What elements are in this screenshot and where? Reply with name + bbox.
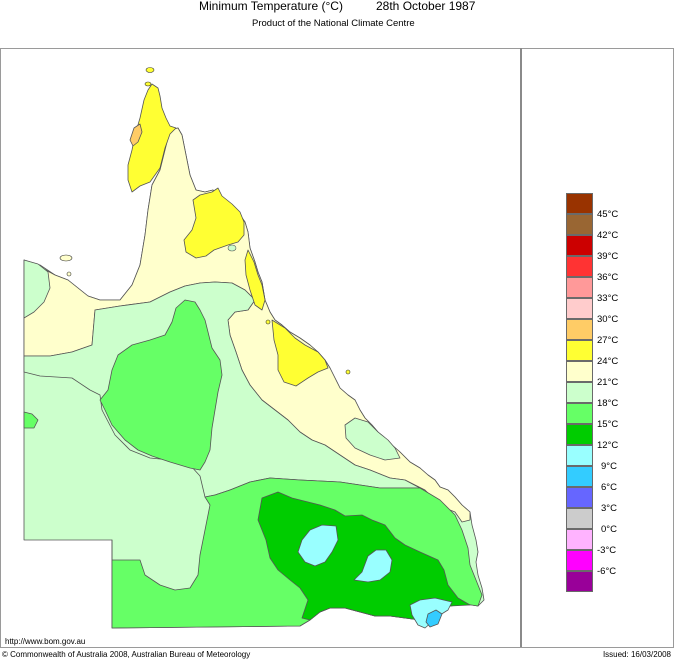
legend-swatch-10 xyxy=(566,403,593,424)
legend-swatch-12 xyxy=(566,445,593,466)
legend-swatch-4 xyxy=(566,277,593,298)
legend-label: 45°C xyxy=(597,209,619,220)
zone-18-21-west xyxy=(99,299,223,471)
legend-label: -6°C xyxy=(597,566,617,577)
legend-label: 0°C xyxy=(601,524,617,535)
legend-label: 18°C xyxy=(597,398,619,409)
legend-swatch-15 xyxy=(566,508,593,529)
subtitle: Product of the National Climate Centre xyxy=(252,18,415,29)
legend-label: 33°C xyxy=(597,293,619,304)
legend-swatch-13 xyxy=(566,466,593,487)
zone-21-24-nw xyxy=(23,259,51,319)
legend-swatch-11 xyxy=(566,424,593,445)
source-url-link[interactable]: http://www.bom.gov.au xyxy=(5,637,86,646)
legend-swatch-0 xyxy=(566,193,593,214)
legend-swatch-16 xyxy=(566,529,593,550)
zone-27-30-mackay xyxy=(271,319,329,387)
title-date: 28th October 1987 xyxy=(376,0,476,13)
copyright-text: © Commonwealth of Australia 2008, Austra… xyxy=(2,650,251,659)
zone-9-12 xyxy=(425,609,443,628)
zone-27-30-coast xyxy=(244,249,266,311)
legend-label: 42°C xyxy=(597,230,619,241)
legend-label: 3°C xyxy=(601,503,617,514)
legend-label: 27°C xyxy=(597,335,619,346)
legend-label: 21°C xyxy=(597,377,619,388)
legend-swatch-3 xyxy=(566,256,593,277)
zone-18-21-nw-blob xyxy=(23,411,39,429)
legend-label: 9°C xyxy=(601,461,617,472)
legend-label: 30°C xyxy=(597,314,619,325)
legend-label: 36°C xyxy=(597,272,619,283)
zone-30-33 xyxy=(129,123,143,147)
legend-label: 12°C xyxy=(597,440,619,451)
legend-swatch-18 xyxy=(566,571,593,592)
legend-swatch-8 xyxy=(566,361,593,382)
frame-divider xyxy=(520,48,522,647)
legend-label: 39°C xyxy=(597,251,619,262)
legend-swatch-14 xyxy=(566,487,593,508)
legend-swatch-1 xyxy=(566,214,593,235)
zone-27-30-east xyxy=(183,187,245,259)
title-text: Minimum Temperature (°C) xyxy=(199,0,343,13)
legend-swatch-6 xyxy=(566,319,593,340)
legend-swatch-9 xyxy=(566,382,593,403)
legend-label: 24°C xyxy=(597,356,619,367)
issued-date: Issued: 16/03/2008 xyxy=(602,650,671,659)
zone-12-15-a xyxy=(297,524,339,567)
legend-label: -3°C xyxy=(597,545,617,556)
legend-swatch-17 xyxy=(566,550,593,571)
legend-swatch-7 xyxy=(566,340,593,361)
legend-swatch-5 xyxy=(566,298,593,319)
legend-label: 6°C xyxy=(601,482,617,493)
zone-21-24-east xyxy=(344,417,401,461)
legend-swatch-2 xyxy=(566,235,593,256)
zone-12-15-b xyxy=(353,549,393,583)
legend-label: 15°C xyxy=(597,419,619,430)
